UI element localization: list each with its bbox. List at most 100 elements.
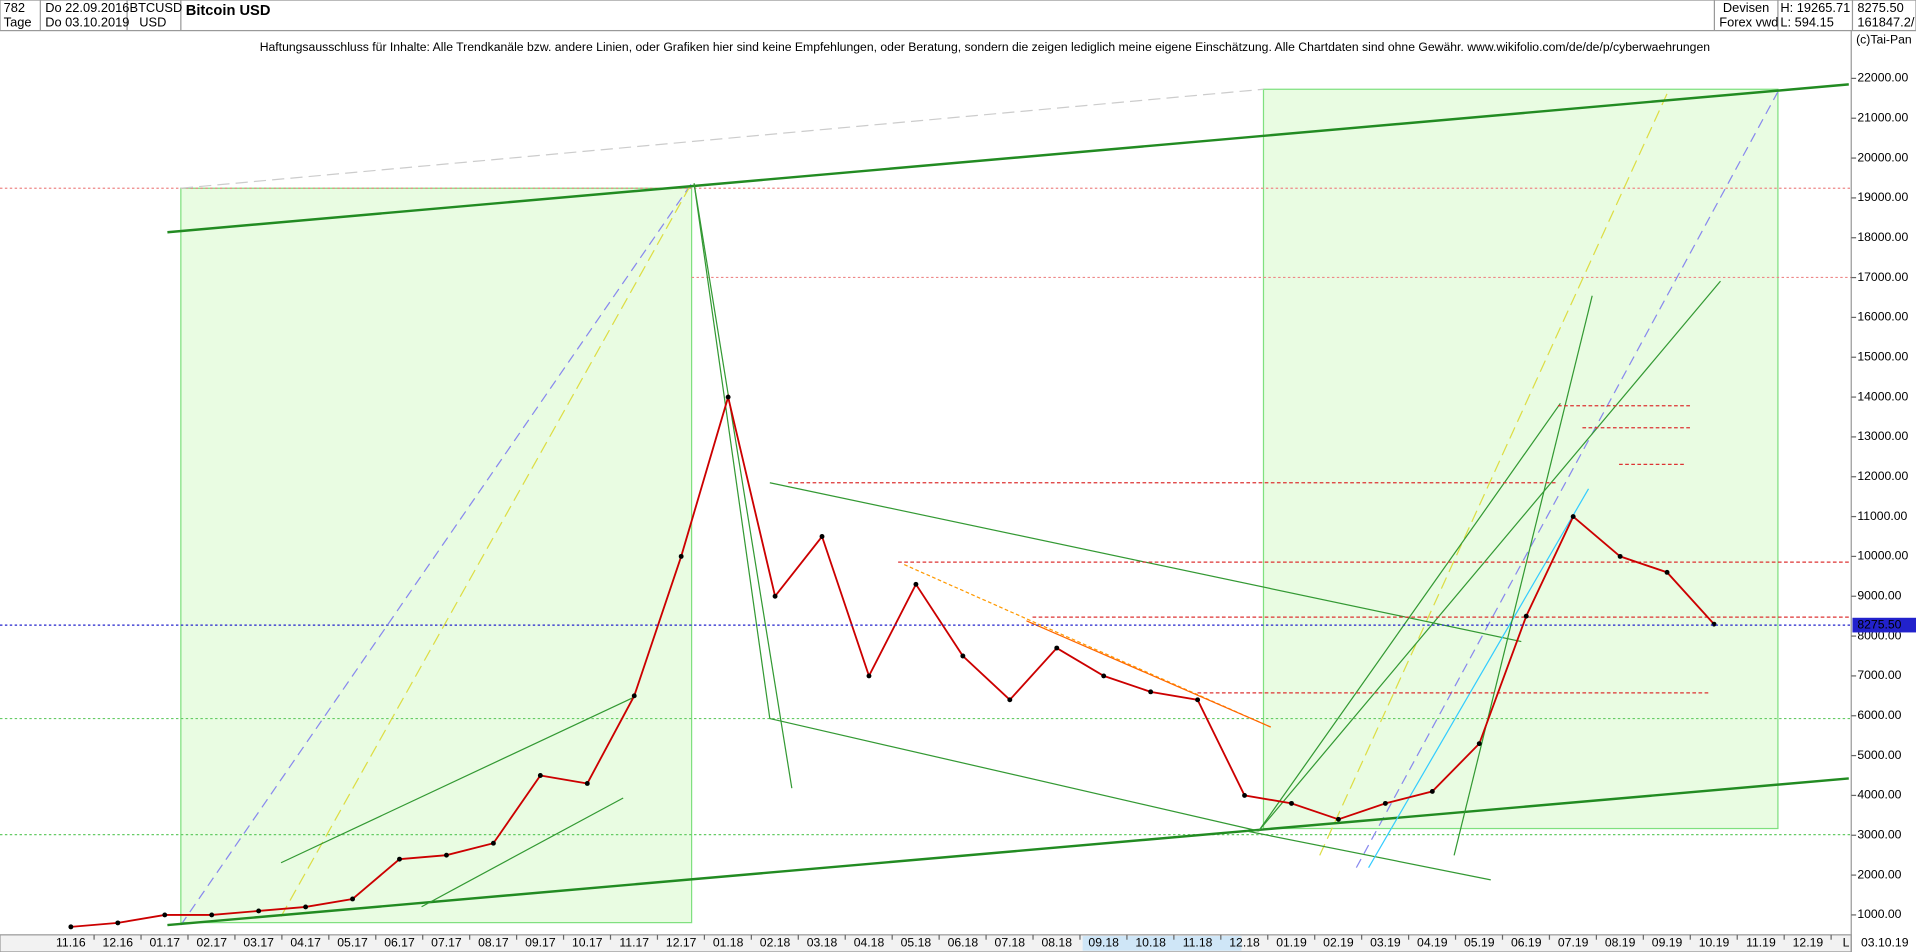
price-point [115,920,121,926]
price-point [256,908,262,914]
price-point [1523,613,1529,619]
x-tick-label: 04.18 [854,936,885,950]
instrument-name: Bitcoin USD [186,3,271,19]
x-tick-label: 12.16 [103,936,134,950]
analysis-drawings [0,83,1852,927]
x-tick-label: 11.17 [619,936,649,950]
volume: 161847.2/ [1857,15,1915,30]
x-tick-label: 02.19 [1323,936,1354,950]
price-point [68,924,74,930]
x-tick-label: 01.17 [149,936,180,950]
x-tick-label: 06.18 [948,936,979,950]
y-tick-label: 19000.00 [1857,190,1908,204]
x-tick-label: 09.19 [1652,936,1683,950]
end-date: Do 03.10.2019 [45,15,129,30]
y-tick-label: 17000.00 [1857,270,1908,284]
price-point [725,394,731,400]
y-tick-label: 15000.00 [1857,349,1908,363]
x-tick-label: 03.18 [807,936,838,950]
price-point [1289,800,1294,806]
x-tick-label: 10.18 [1135,936,1166,950]
price-point [1335,816,1341,822]
price-point [1007,697,1013,703]
price-point [584,781,590,786]
y-tick-label: 9000.00 [1857,588,1901,602]
price-point [631,693,637,699]
y-tick-label: 12000.00 [1857,469,1908,483]
x-tick-label: 05.18 [901,936,932,950]
x-tick-label: 11.19 [1746,936,1776,950]
currency: USD [139,15,166,30]
x-axis-highlight [1082,936,1242,951]
footer-scale: L [1843,936,1850,950]
y-tick-label: 5000.00 [1857,748,1901,762]
high: H: 19265.71 [1780,0,1850,15]
x-tick-label: 12.17 [666,936,697,950]
x-tick-label: 03.19 [1370,936,1401,950]
price-point [1195,697,1201,703]
y-tick-label: 2000.00 [1857,867,1901,881]
price-point [819,534,825,539]
x-tick-label: 05.19 [1464,936,1495,950]
x-tick-label: 08.18 [1041,936,1072,950]
x-tick-label: 01.19 [1276,936,1307,950]
y-tick-label: 22000.00 [1857,71,1908,85]
y-tick-label: 18000.00 [1857,230,1908,244]
price-point [1054,645,1060,651]
market: Devisen [1723,0,1769,15]
price-point [1570,514,1576,520]
price-point [1242,792,1247,798]
x-tick-label: 11.18 [1183,936,1213,950]
x-tick-label: 07.17 [431,936,462,950]
x-tick-label: 02.18 [760,936,791,950]
x-tick-label: 06.19 [1511,936,1542,950]
header-bar [0,0,1916,32]
y-tick-label: 6000.00 [1857,708,1901,722]
x-tick-label: 10.17 [572,936,603,950]
x-tick-label: 02.17 [196,936,227,950]
y-tick-label: 3000.00 [1857,827,1901,841]
y-tick-label: 11000.00 [1857,509,1907,523]
price-point [1476,741,1482,747]
price-point [303,904,309,910]
start-date: Do 22.09.2016 [45,0,129,15]
x-tick-label: 09.18 [1088,936,1119,950]
last-value: 8275.50 [1857,0,1903,15]
header: 782 Do 22.09.2016 Tage Do 03.10.2019 BTC… [0,0,1916,32]
period[interactable]: Tage [4,15,32,30]
source: Forex vwd [1719,15,1778,30]
y-tick-label: 4000.00 [1857,788,1901,802]
price-point [1711,621,1717,627]
x-tick-label: 09.17 [525,936,556,950]
x-tick-label: 08.17 [478,936,509,950]
y-tick-label: 21000.00 [1857,110,1908,124]
price-point [1664,569,1670,575]
price-point [1101,673,1107,679]
price-point [960,653,966,659]
price-point [490,840,496,846]
x-tick-label: 04.19 [1417,936,1448,950]
y-tick-label: 16000.00 [1857,310,1908,324]
last-price-box [1852,617,1916,633]
x-tick-label: 03.17 [243,936,274,950]
x-tick-label: 07.19 [1558,936,1589,950]
x-tick-label: 04.17 [290,936,321,950]
x-tick-label: 12.19 [1793,936,1824,950]
price-point [350,896,355,902]
disclaimer: Haftungsausschluss für Inhalte: Alle Tre… [260,40,1710,54]
price-point [397,856,402,862]
x-tick-label: 08.19 [1605,936,1636,950]
x-tick-label: 11.16 [56,936,86,950]
price-point [678,553,684,559]
symbol: BTCUSD [130,0,183,15]
x-tick-label: 05.17 [337,936,368,950]
footer-date: 03.10.19 [1861,936,1909,950]
y-tick-label: 7000.00 [1857,668,1901,682]
box [180,187,693,924]
bar-count[interactable]: 782 [4,0,25,15]
x-tick-label: 10.19 [1699,936,1730,950]
y-tick-label: 10000.00 [1857,549,1908,563]
price-point [1382,800,1388,806]
y-tick-label: 13000.00 [1857,429,1908,443]
